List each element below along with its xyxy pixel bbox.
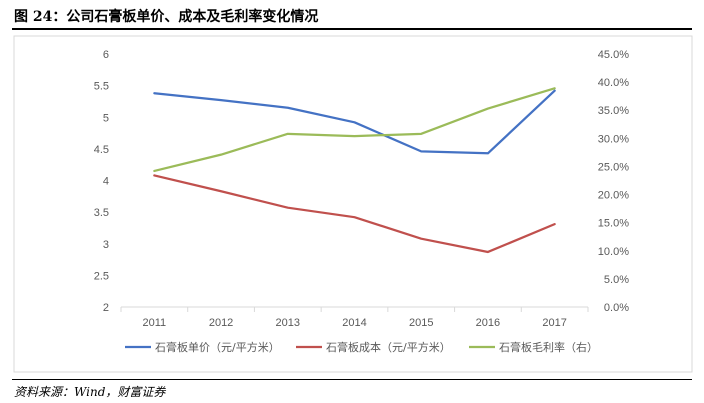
right-axis-tick-label: 10.0%	[598, 246, 629, 258]
x-axis-tick-label: 2011	[143, 317, 167, 329]
left-axis-tick-label: 2	[103, 302, 109, 314]
right-axis-tick-label: 25.0%	[598, 161, 629, 173]
right-axis-tick-label: 5.0%	[604, 274, 629, 286]
legend-label-2: 石膏板成本（元/平方米）	[326, 340, 451, 354]
series-line-1	[153, 89, 556, 155]
left-axis-tick-label: 5	[103, 112, 109, 124]
left-axis-tick-label: 4	[103, 176, 109, 188]
right-axis-tick-label: 40.0%	[598, 77, 629, 89]
x-axis-tick-label: 2013	[276, 317, 300, 329]
right-axis-tick-label: 15.0%	[598, 218, 629, 230]
x-axis-tick-label: 2014	[342, 317, 366, 329]
legend-label-3: 石膏板毛利率（右）	[499, 340, 598, 354]
right-axis-tick-label: 20.0%	[598, 190, 629, 202]
x-axis-tick-label: 2017	[542, 317, 566, 329]
left-axis-tick-label: 4.5	[94, 144, 109, 156]
source-note: 资料来源：Wind，财富证券	[14, 385, 166, 399]
right-axis-tick-label: 0.0%	[604, 302, 629, 314]
legend-label-1: 石膏板单价（元/平方米）	[155, 340, 280, 354]
figure-title: 图 24：公司石膏板单价、成本及毛利率变化情况	[14, 9, 319, 25]
right-axis-tick-label: 30.0%	[598, 133, 629, 145]
left-axis-tick-label: 3	[103, 239, 109, 251]
x-axis-tick-label: 2012	[209, 317, 233, 329]
left-axis-tick-label: 6	[103, 49, 109, 61]
source-rule	[12, 379, 692, 380]
chart-frame	[13, 35, 693, 373]
left-axis-tick-label: 2.5	[94, 270, 109, 282]
right-axis-tick-label: 45.0%	[598, 49, 629, 61]
title-rule	[12, 28, 692, 30]
x-axis-tick-label: 2015	[409, 317, 433, 329]
left-axis-tick-label: 3.5	[94, 207, 109, 219]
x-axis-tick-label: 2016	[476, 317, 500, 329]
left-axis-tick-label: 5.5	[94, 81, 109, 93]
series-line-3	[153, 87, 556, 173]
series-line-2	[153, 174, 556, 254]
right-axis-tick-label: 35.0%	[598, 105, 629, 117]
